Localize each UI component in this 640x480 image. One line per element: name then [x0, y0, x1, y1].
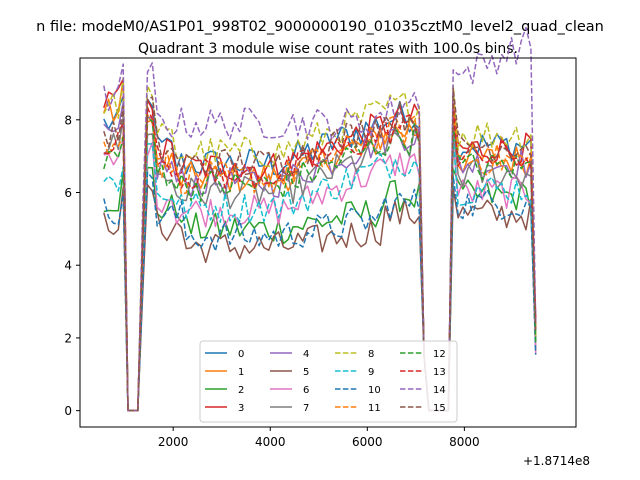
legend-box	[199, 340, 458, 423]
x-tick-label: 8000	[449, 435, 480, 449]
legend-label-5: 5	[303, 367, 309, 378]
y-tick-label: 0	[64, 404, 72, 418]
series-line-13	[103, 106, 537, 412]
series-line-10	[103, 171, 537, 412]
legend-label-2: 2	[238, 385, 244, 396]
series-line-2	[103, 166, 537, 412]
x-offset-text: +1.8714e8	[523, 454, 590, 468]
legend-label-8: 8	[368, 349, 374, 360]
x-tick-label: 4000	[255, 435, 286, 449]
legend-label-12: 12	[433, 349, 446, 360]
x-tick-label: 2000	[158, 435, 189, 449]
x-axis-ticks: 2000 4000 6000 8000	[158, 427, 480, 449]
series-line-9	[103, 134, 537, 412]
series-line-3	[103, 78, 537, 412]
legend-label-13: 13	[433, 367, 446, 378]
y-tick-label: 4	[64, 259, 72, 273]
legend-label-10: 10	[368, 385, 381, 396]
y-tick-label: 2	[64, 331, 72, 345]
series-line-12	[103, 116, 537, 412]
series-line-0	[103, 92, 537, 412]
y-tick-label: 6	[64, 186, 72, 200]
legend-label-7: 7	[303, 403, 309, 414]
legend-label-11: 11	[368, 403, 381, 414]
series-line-4	[103, 101, 537, 412]
legend-label-4: 4	[303, 349, 309, 360]
series-line-5	[103, 184, 537, 412]
series-line-8	[103, 77, 537, 412]
legend-label-3: 3	[238, 403, 244, 414]
series-line-14	[103, 26, 537, 412]
suptitle: n file: modeM0/AS1P01_998T02_9000000190_…	[36, 19, 604, 35]
series-line-7	[103, 116, 537, 412]
legend-label-14: 14	[433, 385, 446, 396]
series-lines	[103, 26, 537, 412]
legend-label-1: 1	[238, 367, 244, 378]
y-axis-ticks: 0 2 4 6 8	[64, 113, 80, 418]
legend-label-15: 15	[433, 403, 446, 414]
plot-frame	[79, 57, 577, 428]
legend-label-9: 9	[368, 367, 374, 378]
chart-title: Quadrant 3 module wise count rates with …	[138, 41, 518, 57]
x-tick-label: 6000	[352, 435, 383, 449]
legend-label-0: 0	[238, 349, 244, 360]
series-line-15	[103, 87, 537, 412]
legend-label-6: 6	[303, 385, 309, 396]
y-tick-label: 8	[64, 113, 72, 127]
